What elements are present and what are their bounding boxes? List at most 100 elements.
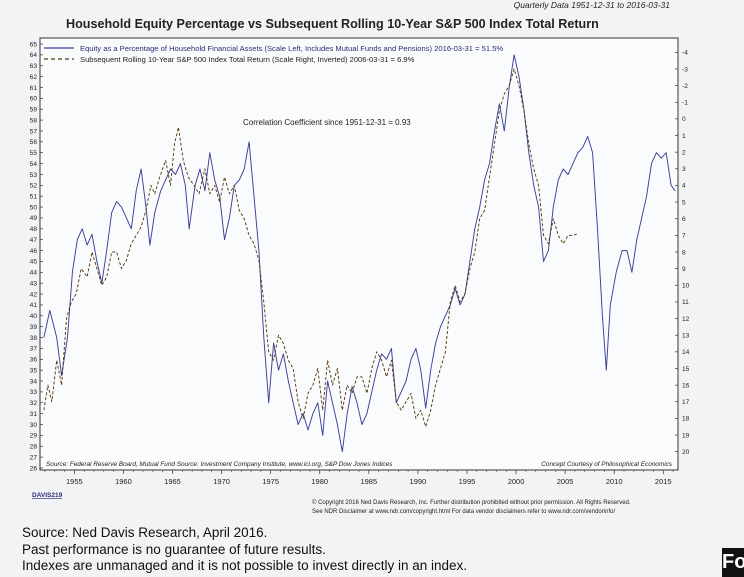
left-tick-label: 60 [30, 96, 38, 103]
right-tick-label: 2 [682, 149, 686, 156]
correlation-annotation: Correlation Coefficient since 1951-12-31… [243, 118, 411, 127]
left-tick-label: 49 [30, 215, 38, 222]
left-tick-label: 42 [30, 291, 38, 298]
left-axis: 26 27 28 29 30 31 32 33 34 35 36 37 38 39 40 41 42 43 44 45… [30, 41, 43, 472]
legend-label-equity: Equity as a Percentage of Household Fina… [80, 44, 503, 53]
note-source: Source: Ned Davis Research, April 2016. [22, 525, 268, 540]
left-tick-label: 43 [30, 280, 38, 287]
left-tick-label: 26 [30, 465, 38, 472]
left-tick-label: 61 [30, 85, 38, 92]
corner-logo: Fo [722, 548, 744, 577]
source-note: Source: Federal Reserve Board, Mutual Fu… [46, 461, 393, 468]
left-tick-label: 33 [30, 389, 38, 396]
x-tick-label: 1960 [115, 477, 132, 486]
x-axis: 1955 1960 1965 1970 1975 1980 1985 1990 1995 2000… [44, 470, 674, 486]
left-tick-label: 41 [30, 302, 38, 309]
left-tick-label: 50 [30, 204, 38, 211]
left-tick-label: 52 [30, 183, 38, 190]
left-tick-label: 40 [30, 313, 38, 320]
left-tick-label: 44 [30, 270, 38, 277]
left-tick-label: 28 [30, 444, 38, 451]
chart-subtitle: Quarterly Data 1951-12-31 to 2016-03-31 [514, 0, 671, 10]
right-tick-label: 20 [682, 449, 690, 456]
note-disclaimer: Past performance is no guarantee of futu… [22, 541, 326, 557]
left-tick-label: 62 [30, 74, 38, 81]
left-tick-label: 47 [30, 237, 38, 244]
x-tick-label: 1990 [410, 477, 427, 486]
legend: Equity as a Percentage of Household Fina… [44, 44, 503, 64]
credit-note: Concept Courtesy of Philosophical Econom… [541, 461, 673, 468]
plot-frame [39, 37, 679, 471]
right-tick-label: 16 [682, 382, 690, 389]
left-tick-label: 46 [30, 248, 38, 255]
copyright-line-1: © Copyright 2016 Ned Davis Research, Inc… [312, 499, 631, 506]
right-tick-label: -1 [682, 100, 688, 107]
page-notes: Source: Ned Davis Research, April 2016. … [22, 525, 712, 575]
right-tick-label: 15 [682, 366, 690, 373]
note-index: Indexes are unmanaged and it is not poss… [22, 558, 468, 573]
copyright-line-2: See NDR Disclaimer at www.ndr.com/copyri… [312, 509, 615, 515]
right-tick-label: 11 [682, 299, 689, 306]
left-tick-label: 48 [30, 226, 38, 233]
left-tick-label: 51 [30, 194, 38, 201]
left-tick-label: 57 [30, 128, 38, 135]
left-tick-label: 35 [30, 367, 38, 374]
chart-id: DAVIS219 [32, 492, 63, 499]
left-tick-label: 63 [30, 63, 38, 70]
right-tick-label: 7 [682, 233, 686, 240]
right-tick-label: 6 [682, 216, 686, 223]
series-layer [43, 54, 676, 453]
series-line-10yr-return [43, 68, 579, 428]
left-tick-label: 31 [30, 411, 38, 418]
right-tick-label: -4 [682, 50, 688, 57]
right-tick-label: 3 [682, 166, 686, 173]
right-tick-label: 12 [682, 316, 690, 323]
right-tick-label: 4 [682, 183, 686, 190]
right-tick-label: 0 [682, 116, 686, 123]
chart-title: Household Equity Percentage vs Subsequen… [66, 17, 599, 31]
x-tick-label: 2015 [655, 477, 672, 486]
x-tick-label: 2005 [557, 477, 574, 486]
left-tick-label: 29 [30, 433, 38, 440]
left-tick-label: 30 [30, 422, 38, 429]
x-tick-label: 1975 [262, 477, 279, 486]
right-tick-label: 19 [682, 432, 690, 439]
right-tick-label: 13 [682, 333, 690, 340]
left-tick-label: 32 [30, 400, 38, 407]
left-tick-label: 45 [30, 259, 38, 266]
left-tick-label: 59 [30, 107, 38, 114]
left-tick-label: 64 [30, 52, 38, 59]
right-tick-label: -2 [682, 83, 688, 90]
x-tick-label: 1965 [164, 477, 181, 486]
right-tick-label: 17 [682, 399, 690, 406]
x-tick-label: 2000 [508, 477, 525, 486]
left-tick-label: 56 [30, 139, 38, 146]
right-tick-label: 10 [682, 283, 690, 290]
left-tick-label: 58 [30, 117, 38, 124]
left-tick-label: 65 [30, 41, 38, 48]
left-tick-label: 54 [30, 161, 38, 168]
left-tick-label: 55 [30, 150, 38, 157]
right-tick-label: 8 [682, 249, 686, 256]
x-tick-label: 1955 [66, 477, 83, 486]
x-tick-label: 1970 [213, 477, 230, 486]
left-tick-label: 34 [30, 378, 38, 385]
right-tick-label: 1 [682, 133, 686, 140]
left-tick-label: 27 [30, 454, 38, 461]
series-line-equity-percentage [43, 54, 676, 453]
right-tick-label: 14 [682, 349, 690, 356]
left-tick-label: 39 [30, 324, 38, 331]
x-tick-label: 2010 [606, 477, 623, 486]
left-tick-label: 38 [30, 335, 38, 342]
x-tick-label: 1995 [459, 477, 476, 486]
left-tick-label: 53 [30, 172, 38, 179]
right-tick-label: 18 [682, 416, 690, 423]
right-tick-label: -3 [682, 66, 688, 73]
right-tick-label: 9 [682, 266, 686, 273]
x-tick-label: 1980 [311, 477, 328, 486]
x-tick-label: 1985 [360, 477, 377, 486]
left-tick-label: 36 [30, 357, 38, 364]
left-tick-label: 37 [30, 346, 38, 353]
